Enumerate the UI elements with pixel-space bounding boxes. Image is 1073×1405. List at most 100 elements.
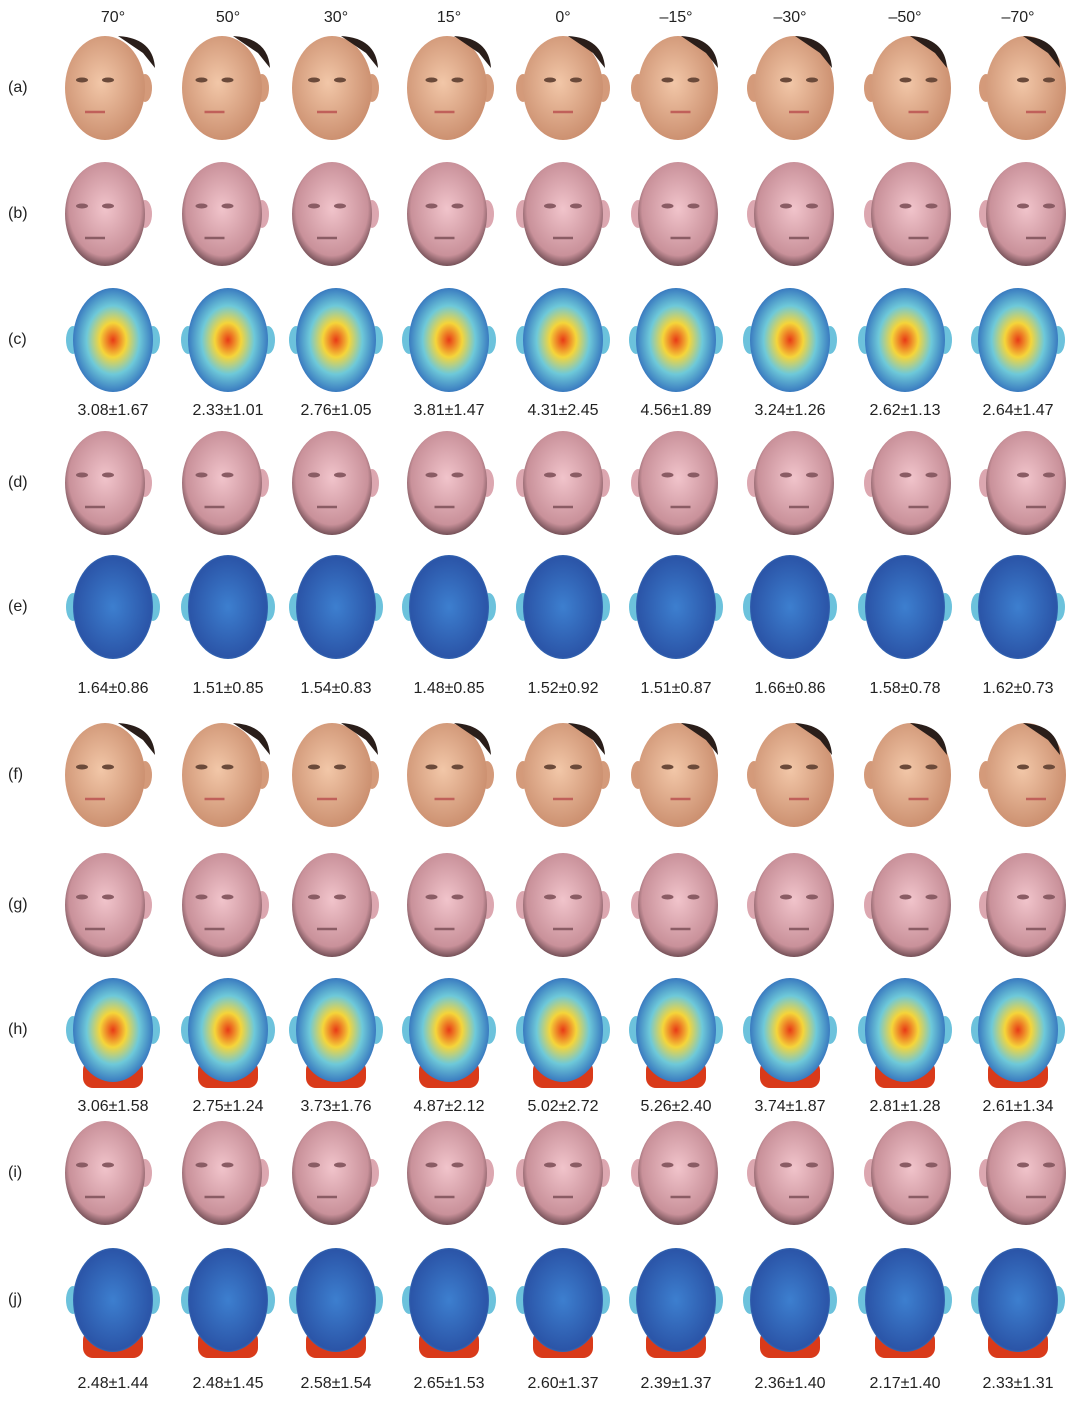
face-image	[864, 162, 951, 266]
head	[865, 555, 945, 659]
eye	[102, 204, 114, 209]
face-image	[971, 288, 1065, 392]
row-label: (a)	[8, 79, 28, 96]
head	[523, 853, 603, 957]
face-image	[516, 978, 610, 1088]
face-image	[747, 36, 834, 140]
head	[182, 723, 262, 827]
head	[754, 1121, 834, 1225]
column-header: –15°	[659, 9, 692, 26]
column-header: 15°	[437, 9, 461, 26]
head	[296, 1248, 376, 1352]
head	[188, 555, 268, 659]
eye	[806, 473, 818, 478]
face-image	[858, 288, 952, 392]
head	[182, 853, 262, 957]
eye	[334, 78, 346, 83]
eye	[222, 473, 234, 478]
eye	[222, 78, 234, 83]
eye	[570, 204, 582, 209]
error-value: 2.17±1.40	[869, 1375, 940, 1392]
eye	[76, 78, 88, 83]
eye	[806, 765, 818, 770]
head	[750, 288, 830, 392]
eye	[544, 204, 556, 209]
face-image	[747, 1121, 834, 1225]
face-image	[864, 723, 951, 827]
face-image	[631, 853, 718, 957]
face-image	[402, 288, 496, 392]
eye	[662, 204, 674, 209]
head	[188, 978, 268, 1082]
eye	[452, 895, 464, 900]
face-image	[629, 555, 723, 659]
eye	[426, 895, 438, 900]
eye	[544, 895, 556, 900]
error-value: 1.64±0.86	[77, 680, 148, 697]
face-image	[407, 162, 494, 266]
eye	[196, 473, 208, 478]
eye	[334, 204, 346, 209]
head	[871, 853, 951, 957]
column-header: –30°	[773, 9, 806, 26]
eye	[1043, 895, 1055, 900]
figure: 70°50°30°15°0°–15°–30°–50°–70°(a)(b)(c)(…	[0, 0, 1073, 1405]
column-header: 30°	[324, 9, 348, 26]
eye	[308, 1163, 320, 1168]
error-value: 2.48±1.44	[77, 1375, 148, 1392]
face-image	[292, 853, 379, 957]
eye	[662, 1163, 674, 1168]
eye	[334, 765, 346, 770]
face-image	[292, 431, 379, 535]
head	[523, 431, 603, 535]
eye	[76, 765, 88, 770]
error-value: 2.76±1.05	[300, 402, 371, 419]
error-value: 3.81±1.47	[413, 402, 484, 419]
error-value: 2.60±1.37	[527, 1375, 598, 1392]
face-image	[182, 431, 269, 535]
face-image	[407, 853, 494, 957]
eye	[196, 765, 208, 770]
eye	[426, 1163, 438, 1168]
eye	[76, 1163, 88, 1168]
face-image	[65, 36, 155, 140]
error-value: 1.51±0.87	[640, 680, 711, 697]
head	[292, 853, 372, 957]
eye	[900, 204, 912, 209]
error-value: 4.31±2.45	[527, 402, 598, 419]
head	[754, 431, 834, 535]
face-image	[516, 288, 610, 392]
head	[409, 288, 489, 392]
face-image	[631, 162, 718, 266]
error-value: 3.73±1.76	[300, 1098, 371, 1115]
face-image	[629, 978, 723, 1088]
face-image	[516, 36, 610, 140]
head	[986, 162, 1066, 266]
row-label: (c)	[8, 331, 27, 348]
head	[182, 162, 262, 266]
head	[296, 555, 376, 659]
eye	[900, 78, 912, 83]
head	[188, 288, 268, 392]
head	[292, 431, 372, 535]
face-image	[289, 1248, 383, 1358]
face-image	[864, 853, 951, 957]
eye	[196, 204, 208, 209]
face-image	[971, 555, 1065, 659]
eye	[900, 895, 912, 900]
head	[292, 723, 372, 827]
face-image	[979, 431, 1066, 535]
face-image	[289, 288, 383, 392]
eye	[222, 895, 234, 900]
eye	[806, 204, 818, 209]
eye	[76, 204, 88, 209]
error-value: 1.62±0.73	[982, 680, 1053, 697]
eye	[102, 473, 114, 478]
head	[65, 723, 145, 827]
eye	[926, 78, 938, 83]
eye	[806, 895, 818, 900]
face-image	[181, 288, 275, 392]
head	[523, 162, 603, 266]
eye	[662, 765, 674, 770]
eye	[222, 204, 234, 209]
